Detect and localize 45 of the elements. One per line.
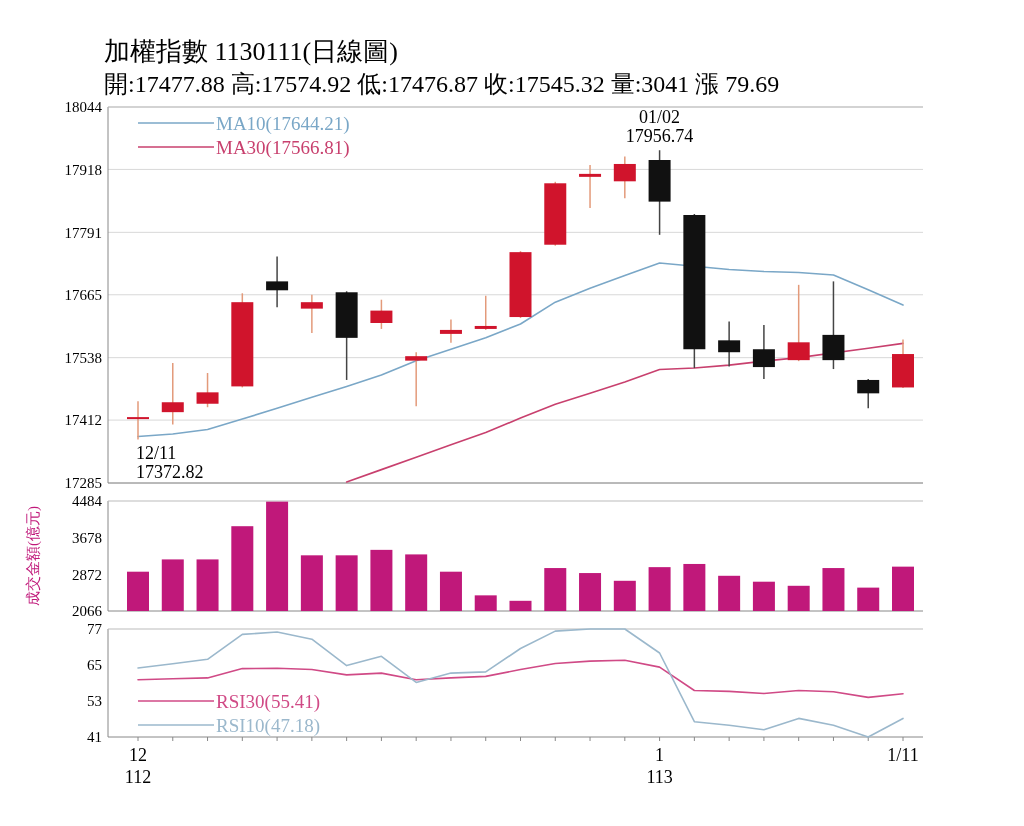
chart-title: 加權指數 1130111(日線圖) xyxy=(104,37,398,66)
legend-label: RSI10(47.18) xyxy=(216,714,320,737)
candlestick xyxy=(613,155,636,199)
candlestick xyxy=(266,255,289,308)
legend-label: MA30(17566.81) xyxy=(216,136,350,159)
candlestick xyxy=(370,298,393,330)
candlestick xyxy=(405,351,428,407)
y-tick-label: 18044 xyxy=(64,99,103,116)
y-tick-label: 2066 xyxy=(72,603,103,620)
candlestick xyxy=(752,324,775,380)
chart-subtitle: 開:17477.88 高:17574.92 低:17476.87 收:17545.32 量:3041 漲 79.69 xyxy=(104,71,780,97)
y-tick-label: 2872 xyxy=(72,566,102,583)
line-series xyxy=(137,262,904,438)
y-tick-label: 65 xyxy=(87,657,102,674)
legend-label: MA10(17644.21) xyxy=(216,112,350,135)
line-series xyxy=(137,628,904,738)
x-tick-label: 1/11 xyxy=(887,745,919,765)
legend-label: RSI30(55.41) xyxy=(216,690,320,713)
candlestick xyxy=(474,294,497,331)
y-tick-label: 17791 xyxy=(64,224,102,241)
candlestick xyxy=(718,320,741,368)
y-tick-label: 3678 xyxy=(72,529,102,546)
y-axis-title: 成交金額(億元) xyxy=(25,506,42,606)
candlestick xyxy=(787,284,810,362)
annotation: 12/11 17372.82 xyxy=(136,443,204,483)
y-tick-label: 41 xyxy=(87,729,102,746)
line-series xyxy=(345,342,904,483)
candlestick xyxy=(579,164,602,209)
candlestick xyxy=(196,372,219,408)
x-tick-label: 12 112 xyxy=(124,745,152,787)
x-tick-label: 1 113 xyxy=(646,745,673,787)
y-tick-label: 17665 xyxy=(64,287,102,303)
y-tick-label: 17285 xyxy=(64,475,102,492)
y-tick-label: 53 xyxy=(87,693,102,710)
y-tick-label: 4484 xyxy=(72,493,103,510)
annotation: 01/02 17956.74 xyxy=(625,107,694,147)
candlestick xyxy=(161,362,184,426)
candlestick xyxy=(127,400,149,441)
y-tick-label: 17412 xyxy=(64,412,102,429)
candlestick xyxy=(300,294,323,334)
y-tick-label: 17918 xyxy=(64,161,102,178)
y-tick-label: 17538 xyxy=(64,349,102,366)
candlestick xyxy=(439,318,462,344)
candlestick xyxy=(857,378,880,409)
y-tick-label: 77 xyxy=(87,621,103,638)
